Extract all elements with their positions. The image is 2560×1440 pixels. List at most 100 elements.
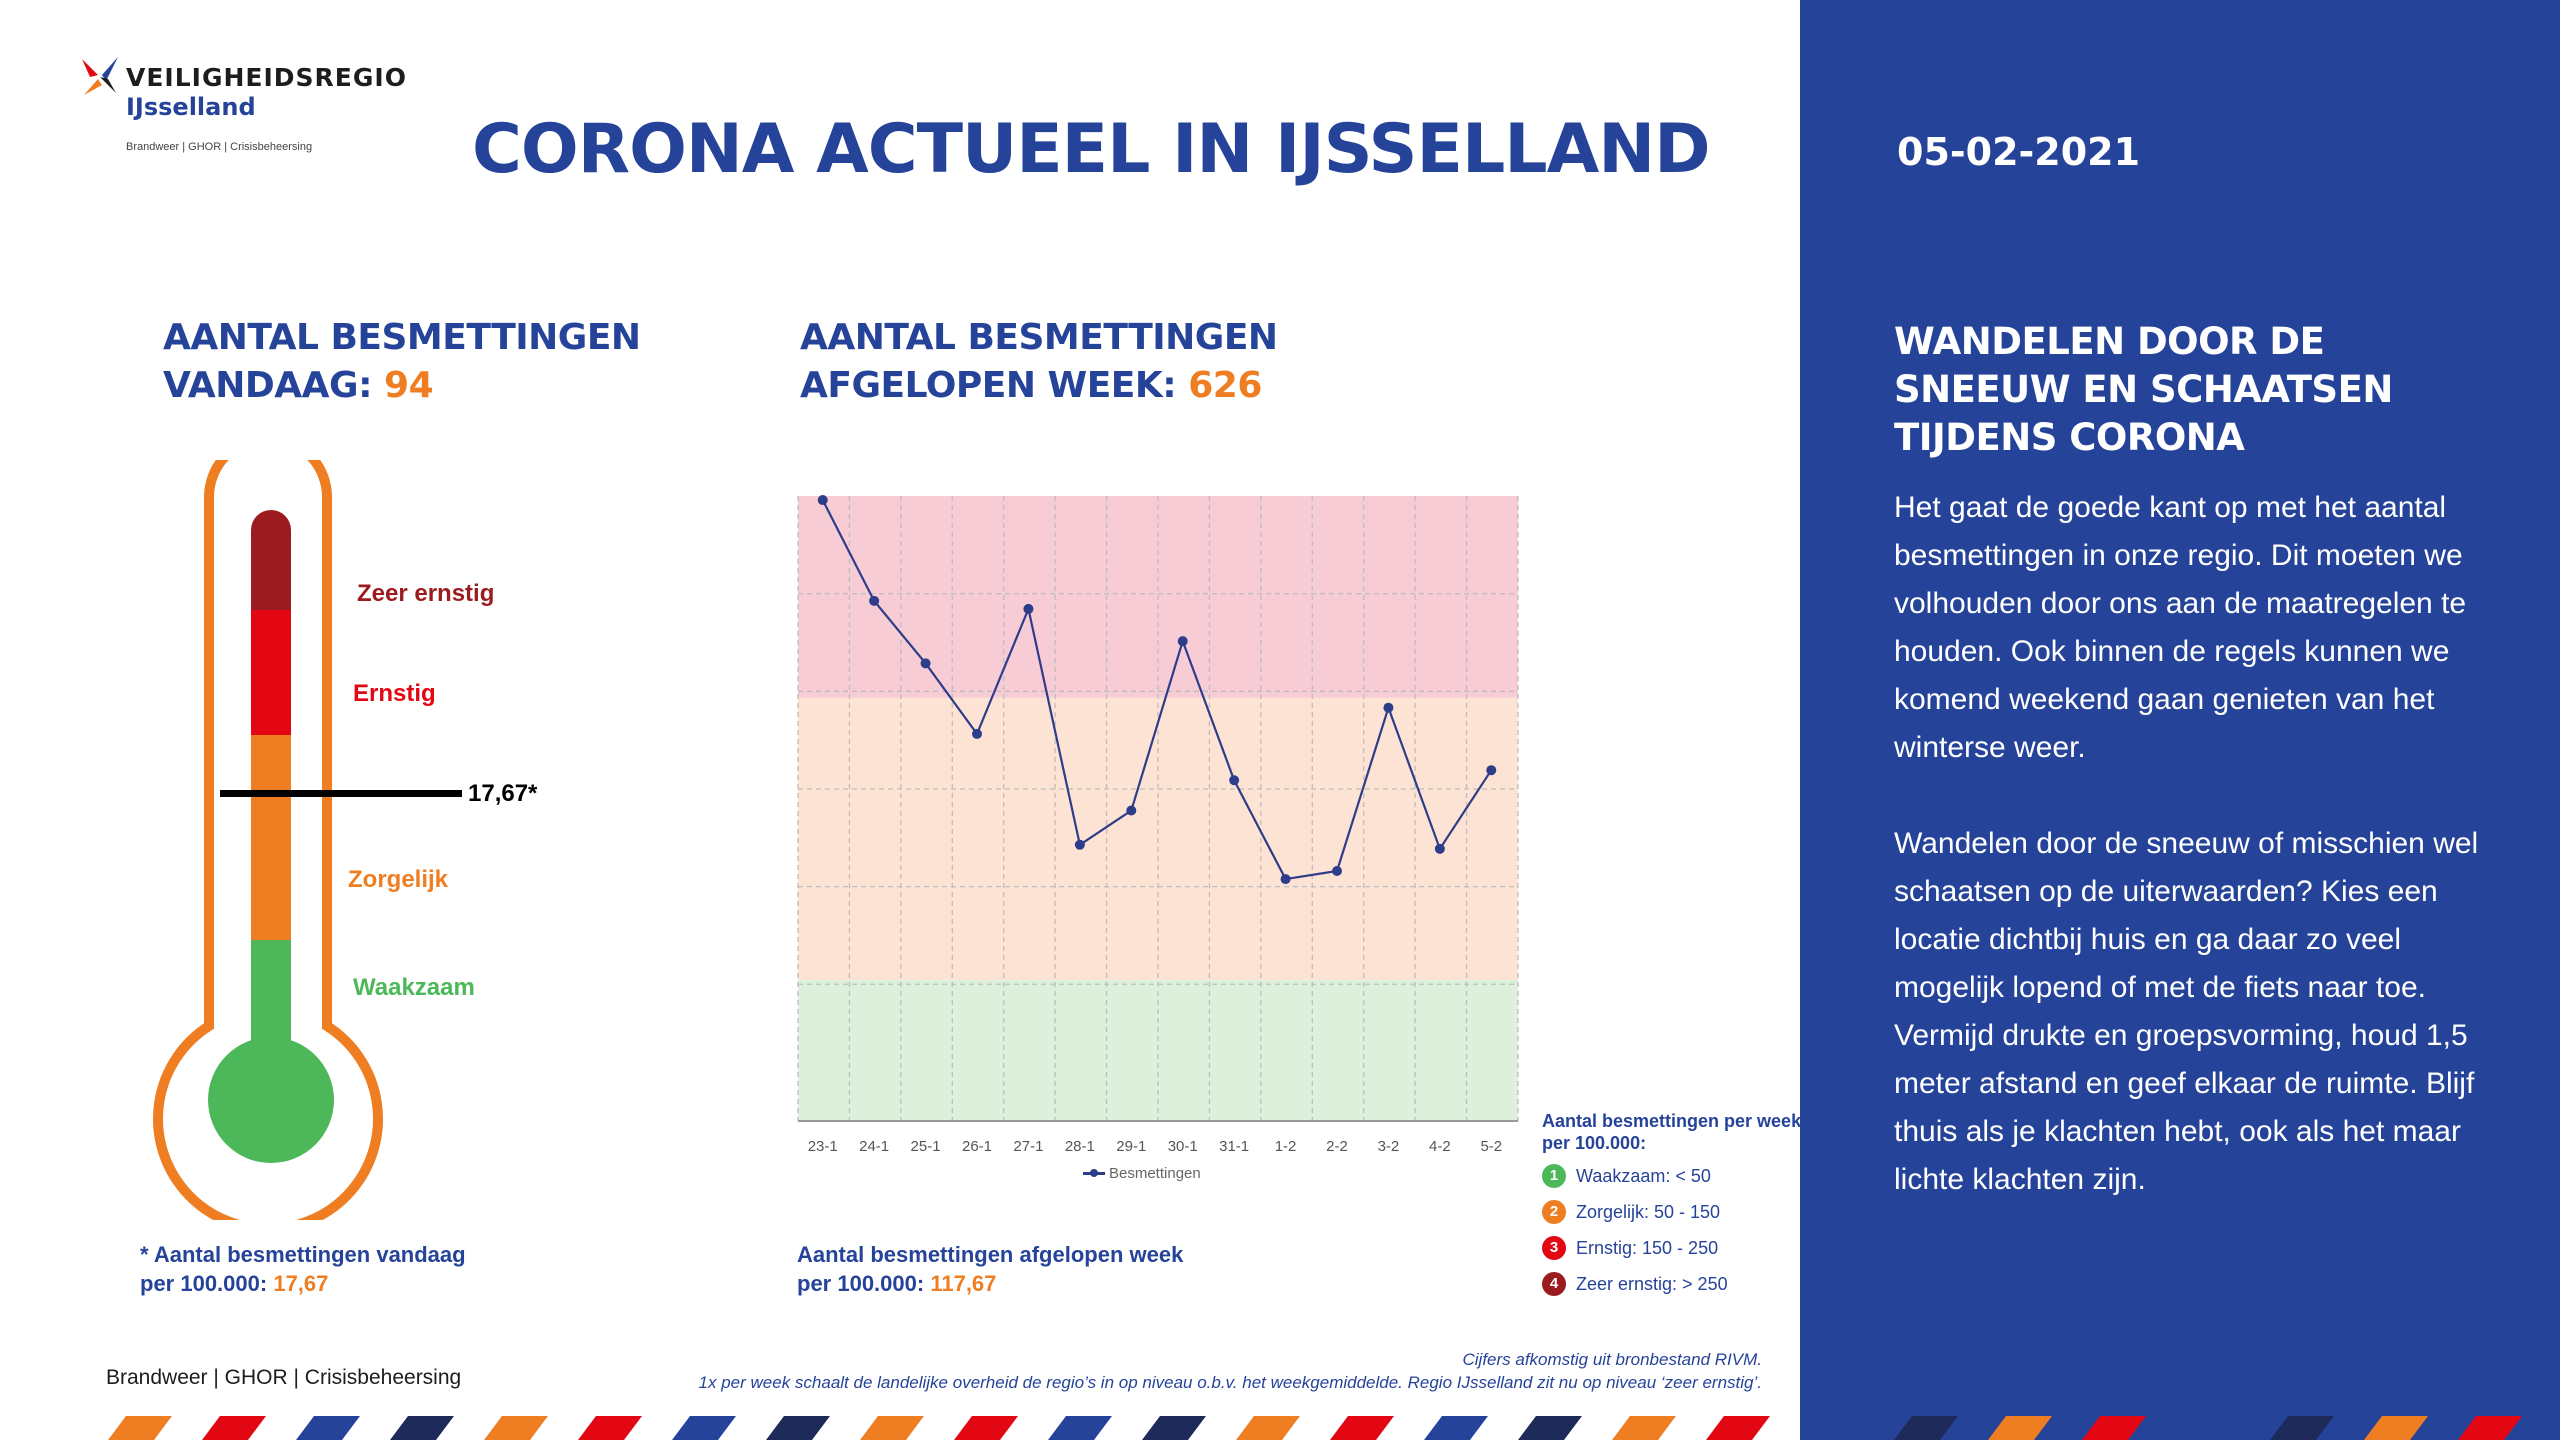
data-point — [1280, 874, 1291, 885]
week-note: Aantal besmettingen afgelopen week per 1… — [797, 1240, 1183, 1298]
level-legend-item: 4 Zeer ernstig: > 250 — [1542, 1272, 1728, 1296]
level-number-icon: 4 — [1542, 1272, 1566, 1296]
today-heading-line2: VANDAAG: — [163, 365, 372, 406]
chart-legend-label: Besmettingen — [1109, 1165, 1201, 1182]
side-title-line: TIJDENS CORONA — [1894, 416, 2245, 459]
x-tick-label: 4-2 — [1429, 1138, 1451, 1155]
thermometer-ernstig — [251, 610, 291, 735]
week-count: 626 — [1188, 365, 1262, 406]
stripe — [108, 1416, 172, 1440]
stripe — [2082, 1416, 2146, 1440]
stripe — [202, 1416, 266, 1440]
level-number-icon: 2 — [1542, 1200, 1566, 1224]
side-title: WANDELEN DOOR DE SNEEUW EN SCHAATSEN TIJ… — [1894, 318, 2393, 462]
level-waakzaam-label: Waakzaam — [353, 974, 475, 1001]
x-tick-label: 1-2 — [1275, 1138, 1297, 1155]
today-note-line2: per 100.000: — [140, 1271, 268, 1296]
stripe — [1800, 1416, 1864, 1440]
data-point — [1434, 843, 1445, 854]
x-tick-label: 31-1 — [1219, 1138, 1249, 1155]
data-point — [1332, 866, 1342, 876]
side-paragraph-1: Het gaat de goede kant op met het aantal… — [1894, 491, 2467, 764]
week-heading: AANTAL BESMETTINGEN AFGELOPEN WEEK: 626 — [800, 314, 1278, 410]
footer-org: Brandweer | GHOR | Crisisbeheersing — [106, 1366, 462, 1389]
data-point — [1486, 765, 1497, 776]
series-line-besmettingen — [821, 499, 1493, 881]
stripe — [1142, 1416, 1206, 1440]
today-heading-line1: AANTAL BESMETTINGEN — [163, 317, 641, 358]
today-note-value: 17,67 — [273, 1271, 329, 1296]
logo-region: IJsselland — [126, 93, 256, 121]
logo-name: VEILIGHEIDSREGIO — [126, 63, 407, 92]
today-count: 94 — [384, 365, 434, 406]
level-legend-label: Ernstig: 150 - 250 — [1576, 1237, 1719, 1258]
level-zeer-ernstig-label: Zeer ernstig — [357, 580, 495, 607]
x-tick-label: 5-2 — [1480, 1138, 1502, 1155]
level-legend-item: 2 Zorgelijk: 50 - 150 — [1542, 1200, 1720, 1224]
chart-legend: Besmettingen — [1083, 1165, 1201, 1182]
data-point — [1126, 805, 1137, 816]
source-line1: Cijfers afkomstig uit bronbestand RIVM. — [1462, 1350, 1762, 1369]
region-logo-icon — [82, 57, 118, 95]
page-title: CORONA ACTUEEL IN IJSSELLAND — [472, 110, 1711, 189]
stripe — [390, 1416, 454, 1440]
stripe — [1612, 1416, 1676, 1440]
stripe — [1518, 1416, 1582, 1440]
stripe — [672, 1416, 736, 1440]
side-panel — [1800, 0, 2560, 1440]
thermometer-bulb — [208, 1037, 334, 1163]
week-heading-line1: AANTAL BESMETTINGEN — [800, 317, 1278, 358]
level-ernstig-label: Ernstig — [353, 680, 436, 707]
data-point — [1229, 775, 1240, 786]
x-tick-label: 25-1 — [911, 1138, 941, 1155]
x-tick-label: 28-1 — [1065, 1138, 1095, 1155]
stripe — [954, 1416, 1018, 1440]
x-tick-label: 29-1 — [1116, 1138, 1146, 1155]
stripe — [1048, 1416, 1112, 1440]
data-point — [972, 728, 982, 739]
data-point — [1177, 636, 1188, 647]
x-tick-label: 27-1 — [1013, 1138, 1043, 1155]
stripe — [578, 1416, 642, 1440]
week-note-value: 117,67 — [930, 1271, 997, 1296]
level-legend-title: Aantal besmettingen per week per 100.000… — [1542, 1111, 1802, 1153]
series-marker-icon — [1083, 1169, 1105, 1177]
thermometer-marker — [220, 790, 462, 797]
level-legend-label: Waakzaam: < 50 — [1576, 1165, 1711, 1186]
stripe — [1894, 1416, 1958, 1440]
data-point — [817, 495, 828, 506]
level-legend-item: 1 Waakzaam: < 50 — [1542, 1164, 1711, 1188]
source-note: Cijfers afkomstig uit bronbestand RIVM. … — [699, 1348, 1762, 1394]
side-paragraph-2: Wandelen door de sneeuw of misschien wel… — [1894, 827, 2479, 1196]
date: 05-02-2021 — [1897, 130, 2141, 174]
level-legend-label: Zorgelijk: 50 - 150 — [1576, 1201, 1721, 1222]
bottom-stripes — [108, 1416, 2560, 1440]
thermometer-zorgelijk — [251, 735, 291, 940]
line-chart: 23-1 24-1 25-1 26-1 27-1 28-1 29-1 30-1 31-1 1-2 2… — [797, 495, 1519, 1155]
week-heading-line2: AFGELOPEN WEEK: — [800, 365, 1177, 406]
stripe — [2552, 1429, 2560, 1440]
stripe — [2270, 1416, 2334, 1440]
x-tick-label: 30-1 — [1168, 1138, 1198, 1155]
stripe — [2458, 1416, 2522, 1440]
stripe — [1330, 1416, 1394, 1440]
stripe — [2176, 1416, 2240, 1440]
x-tick-label: 2-2 — [1326, 1138, 1348, 1155]
data-point — [1074, 839, 1085, 850]
stripe — [1424, 1416, 1488, 1440]
x-tick-label: 23-1 — [808, 1138, 838, 1155]
stripe — [296, 1416, 360, 1440]
week-note-line2: per 100.000: — [797, 1271, 925, 1296]
stripe — [484, 1416, 548, 1440]
level-zorgelijk-label: Zorgelijk — [348, 866, 449, 893]
level-legend-label: Zeer ernstig: > 250 — [1576, 1273, 1728, 1294]
stripe — [1706, 1416, 1770, 1440]
stripe — [860, 1416, 924, 1440]
level-number-icon: 3 — [1542, 1236, 1566, 1260]
stripe — [766, 1416, 830, 1440]
week-note-line1: Aantal besmettingen afgelopen week — [797, 1242, 1184, 1267]
stripe — [1236, 1416, 1300, 1440]
source-line2: 1x per week schaalt de landelijke overhe… — [698, 1373, 1762, 1392]
stripe — [2364, 1416, 2428, 1440]
data-point — [1023, 603, 1034, 614]
